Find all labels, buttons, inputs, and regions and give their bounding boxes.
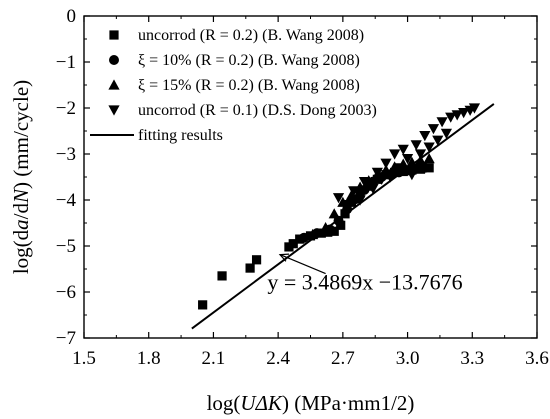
y-tick-label: −3: [56, 144, 76, 165]
data-point-series-2: [299, 232, 310, 243]
data-points: [198, 103, 481, 310]
data-point-series-4: [367, 183, 379, 195]
x-tick-label: 3.6: [525, 348, 549, 369]
data-point-series-4: [406, 170, 418, 181]
legend-marker: [109, 30, 119, 40]
data-point-series-4: [445, 112, 457, 123]
data-point-series-4: [427, 124, 440, 135]
data-point-series-4: [397, 144, 409, 155]
data-point-series-1: [340, 209, 350, 219]
data-point-series-4: [389, 149, 401, 160]
data-point-series-4: [414, 149, 427, 160]
legend-label: ξ = 15% (R = 0.2) (B. Wang 2008): [138, 77, 360, 94]
legend-label: uncorrod (R = 0.1) (D.S. Dong 2003): [138, 102, 377, 119]
data-point-series-1: [245, 263, 255, 273]
data-point-series-4: [376, 174, 388, 185]
data-point-series-3: [320, 222, 332, 233]
data-point-series-4: [393, 163, 405, 174]
data-point-series-4: [358, 177, 371, 188]
data-point-series-4: [348, 186, 360, 197]
y-tick-label: 0: [67, 6, 77, 27]
y-tick-label: −2: [56, 98, 76, 119]
y-axis-ticks: 0 −1 −2 −3 −4 −5 −6 −7: [56, 6, 537, 349]
data-point-series-4: [341, 200, 353, 211]
x-tick-label: 2.7: [331, 348, 355, 369]
y-tick-label: −7: [56, 328, 76, 349]
data-point-series-3: [307, 228, 319, 240]
data-point-series-3: [414, 154, 427, 166]
data-point-series-4: [468, 103, 481, 114]
annotation-arrow-shaft: [279, 254, 326, 275]
data-point-series-3: [380, 164, 392, 175]
y-tick-label: −5: [56, 236, 76, 257]
data-point-series-3: [406, 156, 418, 167]
x-tick-label: 3.3: [460, 348, 484, 369]
data-point-series-3: [423, 153, 435, 164]
y-tick-label: −6: [56, 282, 76, 303]
data-point-series-3: [328, 208, 340, 219]
data-point-series-4: [458, 108, 470, 119]
data-point-series-4: [332, 193, 345, 204]
annotation-arrow-head: [278, 253, 290, 262]
legend-marker: [108, 79, 120, 90]
data-point-series-4: [423, 142, 435, 153]
x-axis-ticks: 1.5 1.8 2.1 2.4 2.7 3.0 3.3 3.6: [72, 16, 549, 369]
data-point-series-4: [419, 131, 431, 142]
data-point-series-2: [419, 162, 430, 173]
data-point-series-4: [371, 167, 383, 178]
legend-marker: [108, 105, 120, 116]
x-tick-label: 1.5: [72, 348, 96, 369]
x-tick-label: 2.1: [202, 348, 226, 369]
x-tick-label: 2.4: [266, 348, 290, 369]
data-point-series-3: [345, 189, 358, 200]
data-point-series-4: [432, 135, 444, 146]
data-point-series-1: [217, 271, 227, 281]
y-tick-label: −4: [56, 190, 77, 211]
legend-label: fitting results: [138, 127, 223, 144]
data-point-series-4: [436, 117, 448, 128]
annotation: y = 3.4869x −13.7676: [267, 253, 463, 295]
data-point-series-4: [401, 154, 414, 165]
data-point-series-4: [440, 128, 452, 139]
legend-label: uncorrod (R = 0.2) (B. Wang 2008): [138, 27, 364, 44]
data-point-series-4: [451, 110, 463, 121]
legend-marker: [109, 55, 119, 65]
legend-label: ξ = 10% (R = 0.2) (B. Wang 2008): [138, 52, 360, 69]
data-point-series-4: [384, 172, 396, 183]
data-point-series-1: [336, 220, 346, 230]
data-point-series-1: [251, 255, 262, 265]
x-tick-label: 3.0: [396, 348, 420, 369]
data-point-series-4: [380, 158, 392, 169]
data-point-series-1: [198, 300, 208, 310]
x-tick-label: 1.8: [137, 348, 161, 369]
data-point-series-4: [354, 195, 366, 206]
y-axis-title: log(da/dN) (mm/cycle): [9, 80, 33, 274]
y-tick-label: −1: [56, 52, 76, 73]
data-point-series-1: [288, 239, 298, 249]
data-point-series-1: [355, 188, 365, 198]
equation-label: y = 3.4869x −13.7676: [267, 270, 462, 295]
legend: uncorrod (R = 0.2) (B. Wang 2008) ξ = 10%…: [90, 27, 377, 144]
data-point-series-4: [410, 140, 422, 151]
x-axis-title: log(UΔK) (MPa·mm1/2): [207, 391, 415, 415]
